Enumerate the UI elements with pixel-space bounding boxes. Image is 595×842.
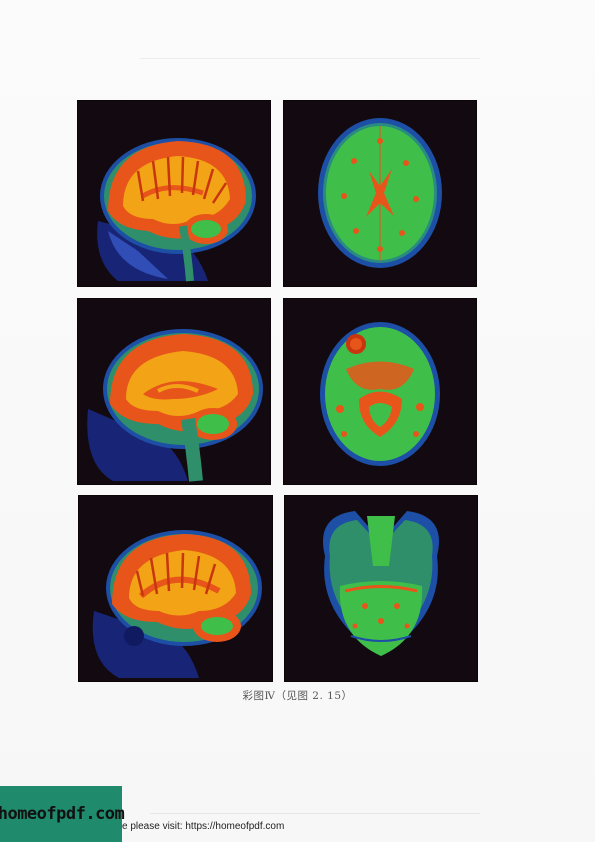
mri-panel-sagittal-3 xyxy=(78,495,273,682)
mri-panel-axial-2 xyxy=(283,298,477,485)
mri-image xyxy=(78,101,270,286)
page-divider-top xyxy=(140,58,480,59)
footer-notice[interactable]: e please visit: https://homeofpdf.com xyxy=(122,821,285,832)
mri-panel-axial-3 xyxy=(284,495,478,682)
page-divider-bottom xyxy=(150,813,480,814)
mri-panel-sagittal-1 xyxy=(77,100,271,287)
site-logo[interactable]: homeofpdf.com xyxy=(0,786,125,842)
mri-panel-axial-1 xyxy=(283,100,477,287)
mri-image xyxy=(78,299,270,484)
mri-image xyxy=(284,101,476,286)
figure-caption: 彩图Ⅳ（见图 2. 15） xyxy=(242,690,353,702)
mri-image xyxy=(284,299,476,484)
mri-image xyxy=(79,496,272,681)
mri-image xyxy=(285,496,477,681)
mri-panel-sagittal-2 xyxy=(77,298,271,485)
